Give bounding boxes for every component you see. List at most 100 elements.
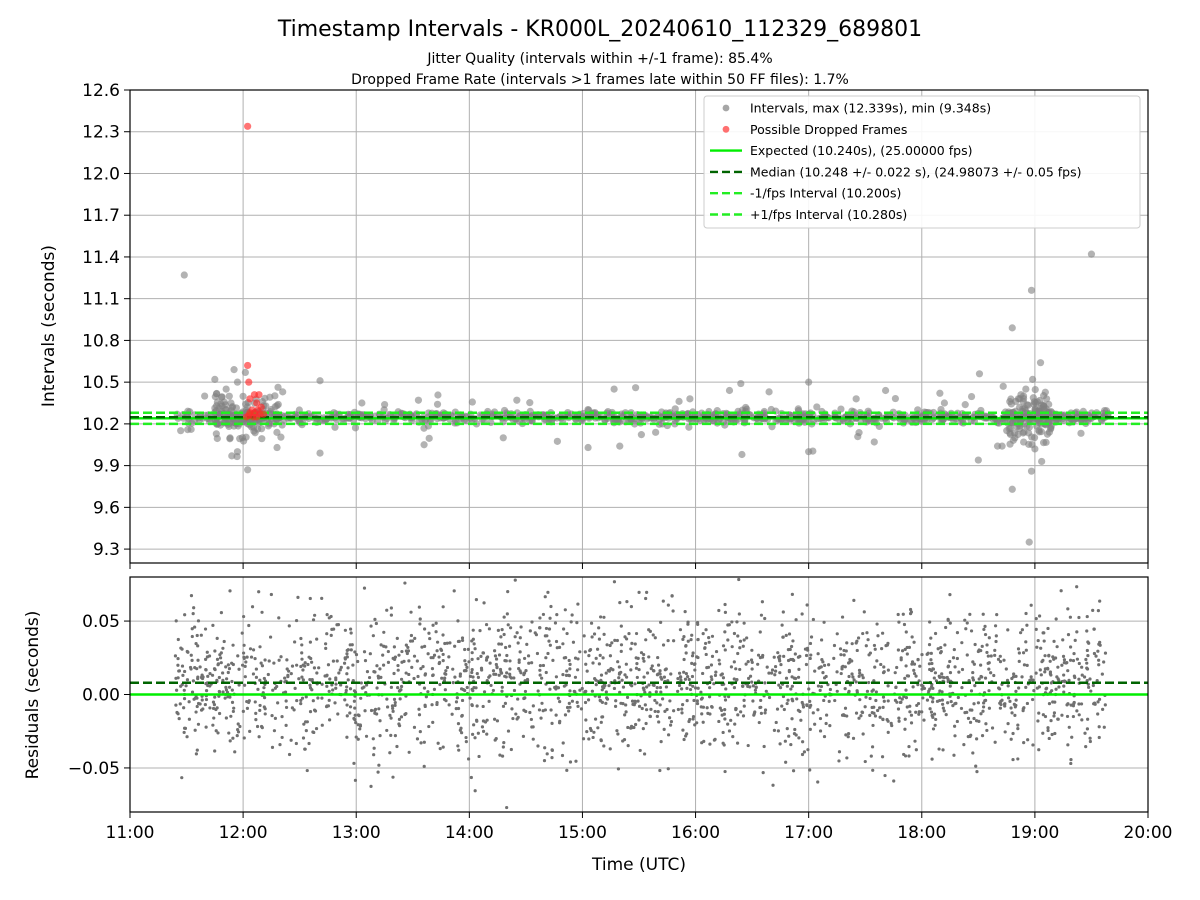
residual-point [647,683,651,687]
residual-point [219,661,223,665]
residual-point [402,659,406,663]
residual-point [860,673,864,677]
residual-point [194,752,199,756]
residual-point [224,665,228,669]
residual-point [471,675,475,679]
residual-point [844,733,848,737]
residual-point [726,638,730,642]
dropped-frame-point [244,122,252,130]
residual-point [356,737,360,741]
residual-point [695,699,699,703]
residual-point [690,633,694,637]
residual-point [336,623,341,627]
residual-point [1010,711,1014,715]
residual-point [962,743,966,747]
residual-point [515,717,519,721]
residual-point [904,664,908,668]
residual-point [328,677,332,681]
residual-point [789,687,793,691]
interval-outlier-point [616,442,624,450]
residual-point [723,708,727,712]
residual-point [1061,638,1065,642]
residual-point [914,674,918,678]
residual-point [847,689,851,693]
residual-point [872,705,876,709]
residual-point [182,706,186,710]
residual-point [870,745,875,749]
residual-point [193,728,197,732]
residual-point [782,707,786,712]
residual-point [881,671,886,675]
residual-point [690,661,694,665]
residual-point [760,600,764,604]
residual-point [443,676,447,680]
residual-point [638,748,642,753]
residual-point [231,643,235,647]
residual-point [1086,717,1090,721]
residual-point [353,706,357,710]
residual-point [310,660,314,664]
residual-point [192,606,196,610]
residual-point [491,669,496,673]
residual-point [221,678,225,682]
residual-point [182,696,187,701]
legend-item-1: Possible Dropped Frames [722,122,907,137]
interval-point [215,404,223,412]
residual-point [793,652,797,656]
residual-point [254,667,258,671]
residual-point [392,671,396,676]
residual-point [353,650,357,654]
residual-point [484,622,489,627]
residual-point [385,608,389,612]
residual-point [428,636,432,641]
residual-point [658,669,662,673]
residual-point [902,622,907,627]
residual-point [1077,661,1081,666]
residual-point [1103,703,1107,707]
residual-point [965,621,969,625]
residual-point [686,675,690,679]
bottom-xtick-label-0: 11:00 [106,823,155,843]
residual-point [585,669,589,673]
residual-point [603,683,607,688]
residual-point [908,704,912,708]
residual-point [929,710,934,714]
residual-point [327,689,331,693]
residual-point [946,701,950,705]
residual-point [621,739,625,743]
residual-point [546,651,550,656]
residual-point [199,633,203,637]
residual-point [531,725,535,729]
residual-point [376,674,380,678]
residual-point [178,702,182,706]
residual-point [404,671,408,675]
residual-point [456,744,460,748]
top-ytick-label-7: 11.4 [82,248,120,268]
residual-point [253,656,257,661]
interval-point [248,423,256,431]
top-panel: 9.39.69.910.210.510.811.111.411.712.012.… [39,81,1149,569]
residual-point [215,706,219,710]
residual-point [538,626,542,630]
residual-point [821,670,825,675]
interval-point [937,405,945,414]
residual-point [654,690,658,694]
residual-point [413,636,417,640]
residual-point [258,708,262,712]
interval-point [177,427,185,435]
interval-outlier-point [180,271,188,279]
residual-point [681,637,685,641]
residual-point [391,706,395,710]
residual-point [1084,657,1088,662]
residual-point [886,684,890,688]
residual-point [746,660,750,664]
residual-point [818,665,822,670]
top-outlier-points [180,250,1096,546]
residual-point [686,620,690,624]
residual-point [729,665,734,669]
residual-point [499,635,503,639]
interval-point [526,399,534,407]
residual-point [653,709,657,714]
residual-point [687,719,691,724]
residual-point [584,718,588,722]
